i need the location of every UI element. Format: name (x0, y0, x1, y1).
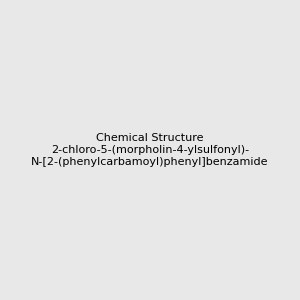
Text: Chemical Structure
2-chloro-5-(morpholin-4-ylsulfonyl)-
N-[2-(phenylcarbamoyl)ph: Chemical Structure 2-chloro-5-(morpholin… (31, 134, 269, 166)
